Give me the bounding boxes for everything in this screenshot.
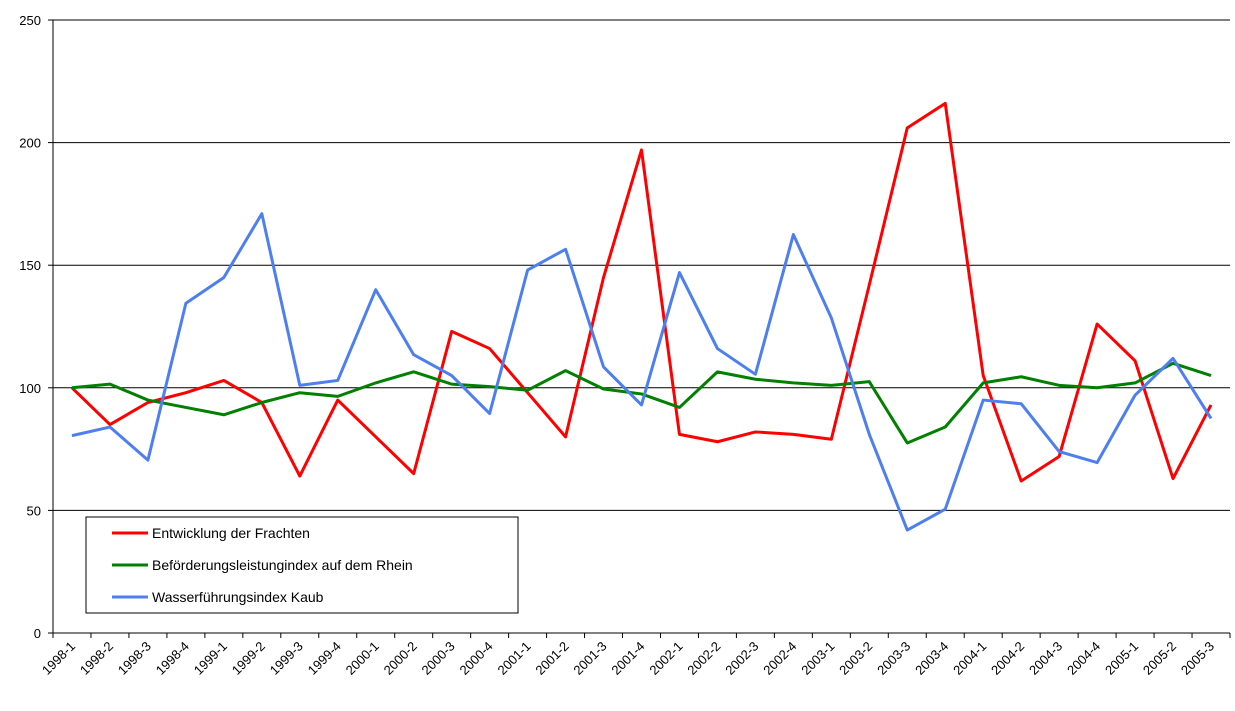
y-tick-label: 100 (19, 381, 41, 396)
x-tick-label: 2001-4 (608, 639, 647, 678)
x-tick-label: 2000-1 (343, 639, 382, 678)
series-line (71, 361, 1212, 445)
x-tick-label: 2003-4 (912, 639, 951, 678)
x-tick-label: 2001-3 (570, 639, 609, 678)
x-tick-label: 2002-3 (722, 639, 761, 678)
series-line (70, 101, 1213, 483)
x-tick-label: 2002-4 (760, 639, 799, 678)
x-tick-label: 2005-1 (1102, 639, 1141, 678)
x-tick-label: 2005-2 (1140, 639, 1179, 678)
y-tick-label: 250 (19, 13, 41, 28)
legend-label: Beförderungsleistungindex auf dem Rhein (152, 557, 413, 573)
x-tick-label: 2004-4 (1064, 639, 1103, 678)
x-tick-label: 2003-2 (836, 639, 875, 678)
x-tick-label: 1999-1 (191, 639, 230, 678)
legend-label: Entwicklung der Frachten (152, 525, 310, 541)
x-tick-label: 2001-1 (494, 639, 533, 678)
x-tick-label: 2000-2 (381, 639, 420, 678)
x-tick-label: 2003-3 (874, 639, 913, 678)
x-tick-label: 2000-3 (419, 639, 458, 678)
x-tick-label: 1998-3 (115, 639, 154, 678)
x-tick-label: 2004-3 (1026, 639, 1065, 678)
series-line (71, 212, 1213, 532)
x-tick-label: 1998-2 (77, 639, 116, 678)
x-tick-label: 1998-1 (39, 639, 78, 678)
x-tick-label: 2005-3 (1178, 639, 1217, 678)
x-tick-label: 2003-1 (798, 639, 837, 678)
x-tick-label: 2001-2 (532, 639, 571, 678)
x-tick-label: 1999-2 (229, 639, 268, 678)
legend-label: Wasserführungsindex Kaub (152, 589, 324, 605)
x-tick-label: 1999-3 (267, 639, 306, 678)
y-tick-label: 150 (19, 258, 41, 273)
y-tick-label: 0 (34, 626, 41, 641)
x-tick-label: 2002-1 (646, 639, 685, 678)
x-tick-label: 2000-4 (457, 639, 496, 678)
x-tick-label: 2002-2 (684, 639, 723, 678)
x-tick-label: 2004-2 (988, 639, 1027, 678)
x-tick-label: 1998-4 (153, 639, 192, 678)
x-tick-label: 1999-4 (305, 639, 344, 678)
x-tick-label: 2004-1 (950, 639, 989, 678)
y-tick-label: 200 (19, 136, 41, 151)
y-tick-label: 50 (27, 503, 41, 518)
legend-box (85, 516, 519, 614)
